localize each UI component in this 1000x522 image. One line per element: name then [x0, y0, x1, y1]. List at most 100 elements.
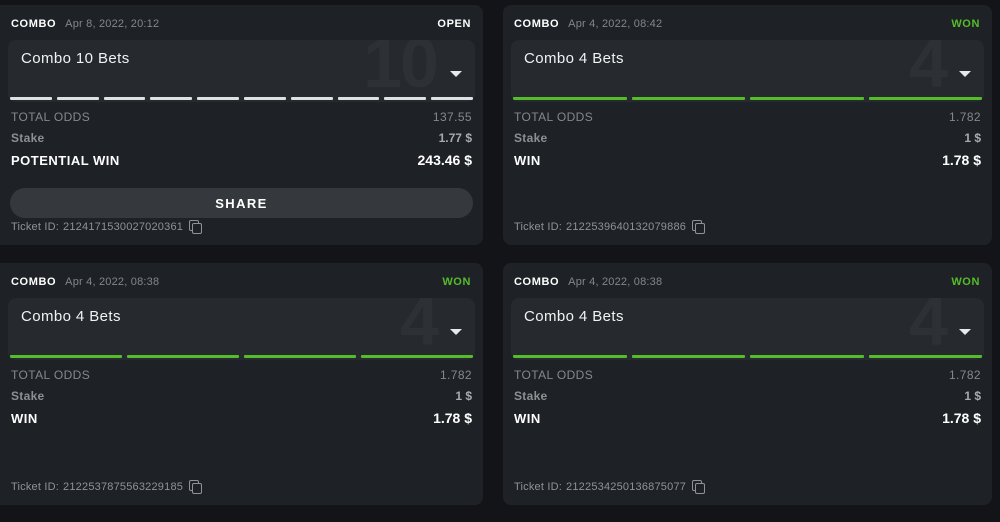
bet-segment [631, 355, 745, 358]
total-odds-value: 137.55 [432, 110, 472, 124]
copy-icon[interactable] [189, 480, 203, 494]
bet-title-panel[interactable]: Combo 10 Bets 10 [8, 40, 475, 102]
win-row: WIN 1.78 $ [11, 410, 472, 433]
stake-row: Stake 1 $ [11, 389, 472, 410]
stake-label: Stake [514, 131, 548, 145]
bet-segment [10, 355, 122, 358]
chevron-down-icon[interactable] [959, 71, 971, 77]
bet-summary: TOTAL ODDS 137.55 Stake 1.77 $ POTENTIAL… [0, 102, 483, 175]
bet-segment [56, 97, 99, 100]
bet-segment [431, 97, 473, 100]
bet-card: COMBO Apr 4, 2022, 08:38 WON Combo 4 Bet… [0, 263, 483, 505]
bet-summary: TOTAL ODDS 1.782 Stake 1 $ WIN 1.78 $ [503, 360, 992, 433]
stake-value: 1 $ [964, 131, 981, 145]
chevron-down-icon[interactable] [450, 71, 462, 77]
bet-segment [750, 97, 864, 100]
win-label: WIN [11, 411, 38, 426]
stake-value: 1.77 $ [438, 131, 472, 145]
ticket-id-row: Ticket ID: 2122537875563229185 [11, 480, 203, 494]
bet-card-header: COMBO Apr 4, 2022, 08:38 WON [0, 263, 483, 290]
bet-summary: TOTAL ODDS 1.782 Stake 1 $ WIN 1.78 $ [503, 102, 992, 175]
status-badge: WON [442, 275, 471, 288]
bet-title-panel[interactable]: Combo 4 Bets 4 [511, 40, 984, 102]
win-label: WIN [514, 153, 541, 168]
chevron-down-icon[interactable] [959, 329, 971, 335]
bet-title: Combo 4 Bets [21, 308, 121, 325]
bet-segment [361, 355, 473, 358]
copy-icon[interactable] [692, 220, 706, 234]
bet-segment [10, 97, 52, 100]
bet-segment [868, 355, 982, 358]
bet-type-label: COMBO [514, 275, 560, 288]
ticket-id-label: Ticket ID: [11, 220, 60, 233]
ticket-id-value: 2122539640132079886 [566, 220, 687, 233]
bet-segment [631, 97, 745, 100]
win-value: 1.78 $ [942, 152, 981, 168]
ticket-id-row: Ticket ID: 2122534250136875077 [514, 480, 706, 494]
total-odds-label: TOTAL ODDS [514, 110, 594, 124]
bet-title: Combo 4 Bets [524, 50, 624, 67]
total-odds-value: 1.782 [439, 368, 472, 382]
ticket-id-label: Ticket ID: [11, 480, 60, 493]
bet-datetime: Apr 8, 2022, 20:12 [65, 17, 160, 30]
bet-datetime: Apr 4, 2022, 08:42 [568, 17, 663, 30]
share-button[interactable]: SHARE [10, 188, 473, 218]
bet-count-watermark: 4 [909, 40, 948, 102]
bet-segment [103, 97, 146, 100]
bet-segment [150, 97, 193, 100]
ticket-id-row: Ticket ID: 2124171530027020361 [11, 220, 203, 234]
bet-segment [244, 355, 356, 358]
bet-segments [513, 355, 982, 358]
ticket-id-value: 2122534250136875077 [566, 480, 687, 493]
total-odds-row: TOTAL ODDS 137.55 [11, 110, 472, 131]
bet-segment [513, 97, 627, 100]
chevron-down-icon[interactable] [450, 329, 462, 335]
bet-segment [243, 97, 286, 100]
bet-count-watermark: 4 [909, 298, 948, 360]
win-label: POTENTIAL WIN [11, 153, 120, 168]
total-odds-row: TOTAL ODDS 1.782 [514, 368, 981, 389]
stake-label: Stake [11, 389, 45, 403]
ticket-id-label: Ticket ID: [514, 480, 563, 493]
bet-count-watermark: 4 [400, 298, 439, 360]
total-odds-label: TOTAL ODDS [11, 110, 91, 124]
win-row: WIN 1.78 $ [514, 410, 981, 433]
bet-type-label: COMBO [514, 17, 560, 30]
bet-segment [384, 97, 427, 100]
bet-segment [127, 355, 239, 358]
bet-title-panel[interactable]: Combo 4 Bets 4 [8, 298, 475, 360]
status-badge: WON [951, 275, 980, 288]
win-row: POTENTIAL WIN 243.46 $ [11, 152, 472, 175]
status-badge: WON [951, 17, 980, 30]
stake-label: Stake [11, 131, 45, 145]
copy-icon[interactable] [692, 480, 706, 494]
bet-segment [513, 355, 627, 358]
bet-segment [750, 355, 864, 358]
bet-datetime: Apr 4, 2022, 08:38 [568, 275, 663, 288]
stake-label: Stake [514, 389, 548, 403]
total-odds-value: 1.782 [948, 110, 981, 124]
bet-title-panel[interactable]: Combo 4 Bets 4 [511, 298, 984, 360]
ticket-id-value: 2124171530027020361 [63, 220, 184, 233]
ticket-id-row: Ticket ID: 2122539640132079886 [514, 220, 706, 234]
win-value: 1.78 $ [942, 410, 981, 426]
win-value: 243.46 $ [417, 152, 473, 168]
bet-segment [337, 97, 380, 100]
status-badge: OPEN [437, 17, 471, 30]
ticket-id-label: Ticket ID: [514, 220, 563, 233]
stake-value: 1 $ [455, 389, 472, 403]
bet-segment [290, 97, 333, 100]
total-odds-label: TOTAL ODDS [11, 368, 91, 382]
bet-title: Combo 10 Bets [21, 50, 130, 67]
bet-card-header: COMBO Apr 4, 2022, 08:42 WON [503, 5, 992, 32]
stake-value: 1 $ [964, 389, 981, 403]
bet-card: COMBO Apr 4, 2022, 08:42 WON Combo 4 Bet… [503, 5, 992, 245]
total-odds-row: TOTAL ODDS 1.782 [11, 368, 472, 389]
win-label: WIN [514, 411, 541, 426]
copy-icon[interactable] [189, 220, 203, 234]
bet-card-header: COMBO Apr 8, 2022, 20:12 OPEN [0, 5, 483, 32]
bet-summary: TOTAL ODDS 1.782 Stake 1 $ WIN 1.78 $ [0, 360, 483, 433]
bet-segments [10, 355, 473, 358]
bet-segments [10, 97, 473, 100]
total-odds-label: TOTAL ODDS [514, 368, 594, 382]
